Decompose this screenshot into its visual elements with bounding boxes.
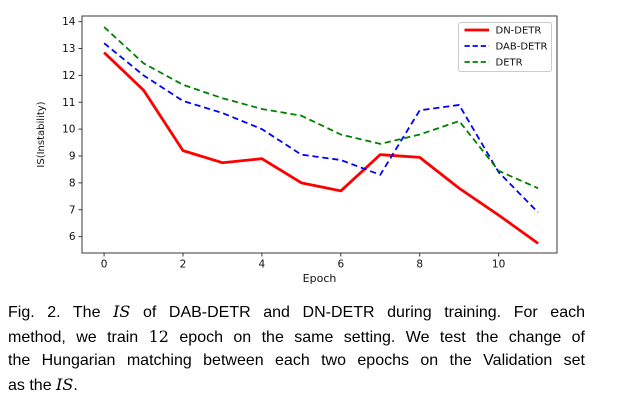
x-tick-label: 0	[101, 259, 108, 271]
legend-label: DETR	[496, 58, 523, 69]
series-line-detr	[103, 26, 539, 190]
x-axis-label: Epoch	[303, 272, 337, 285]
line-chart: 6 7 8 9 10 11 12 13 14 0 2 4 6 8 10 Epoch IS(Instability…	[36, 15, 558, 285]
caption-segment: IS	[113, 302, 131, 321]
series-line-dab-detr	[103, 42, 539, 214]
caption-segment: as the	[8, 376, 57, 394]
y-tick-label: 14	[62, 16, 76, 28]
caption-segment: IS	[56, 374, 74, 394]
x-tick-label: 10	[492, 259, 505, 271]
caption-line: method, we train 12 epoch on the same se…	[8, 325, 585, 350]
caption-segment: method, we train	[8, 328, 149, 346]
y-tick-label: 9	[69, 151, 76, 163]
y-tick-label: 13	[62, 43, 75, 55]
x-tick-label: 2	[180, 259, 187, 271]
caption-segment: Fig. 2. The	[8, 304, 114, 321]
caption-segment: of DAB-DETR and DN-DETR during training.…	[130, 304, 585, 321]
legend-box	[458, 22, 552, 72]
y-tick-label: 12	[62, 70, 75, 82]
y-tick-label: 6	[69, 231, 76, 243]
x-tick-label: 6	[337, 259, 344, 271]
series-line-dn-detr	[103, 51, 539, 245]
legend-label: DAB-DETR	[496, 42, 548, 53]
caption-segment: epoch on the same setting. We test the c…	[168, 328, 585, 346]
y-tick-label: 10	[62, 124, 75, 136]
caption-line: Fig. 2. The IS of DAB-DETR and DN-DETR d…	[8, 300, 585, 325]
x-tick-label: 8	[416, 259, 423, 271]
y-axis-label: IS(Instability)	[36, 101, 47, 167]
caption-segment: the Hungarian matching between each two …	[8, 352, 585, 370]
figure-caption: Fig. 2. The IS of DAB-DETR and DN-DETR d…	[8, 300, 585, 397]
y-tick-label: 8	[69, 177, 76, 189]
caption-line: as the IS.	[8, 373, 585, 398]
caption-segment: .	[73, 376, 78, 394]
legend-label: DN-DETR	[496, 26, 542, 37]
caption-segment: 12	[148, 326, 169, 346]
y-tick-label: 11	[62, 97, 75, 109]
x-tick-label: 4	[259, 259, 266, 271]
y-tick-label: 7	[69, 204, 76, 216]
caption-line: the Hungarian matching between each two …	[8, 349, 585, 373]
